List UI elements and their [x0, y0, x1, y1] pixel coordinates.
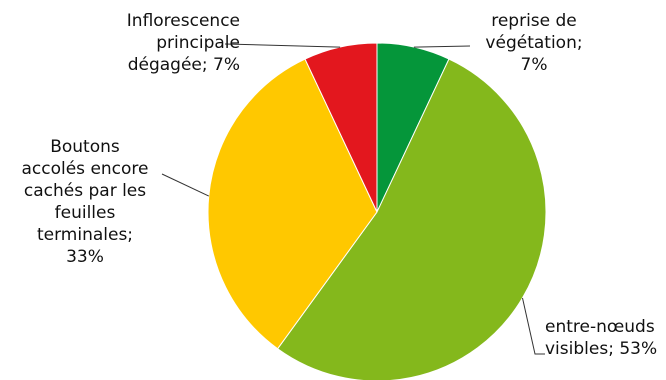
slice-boutons-accoles	[207, 58, 378, 350]
label-reprise-vegetation: reprise de végétation; 7%	[485, 11, 583, 75]
slice-inflorescence	[304, 42, 378, 213]
leader-inflorescence	[224, 43, 341, 48]
leader-reprise-vegetation	[413, 45, 471, 48]
leader-entre-noeuds	[522, 297, 545, 355]
leader-boutons-accoles	[161, 173, 210, 197]
label-boutons-accoles: Boutons accolés encore cachés par les fe…	[21, 137, 149, 267]
label-entre-noeuds: entre-nœuds visibles; 53%	[545, 317, 658, 359]
label-inflorescence: Inflorescence principale dégagée; 7%	[126, 11, 240, 75]
